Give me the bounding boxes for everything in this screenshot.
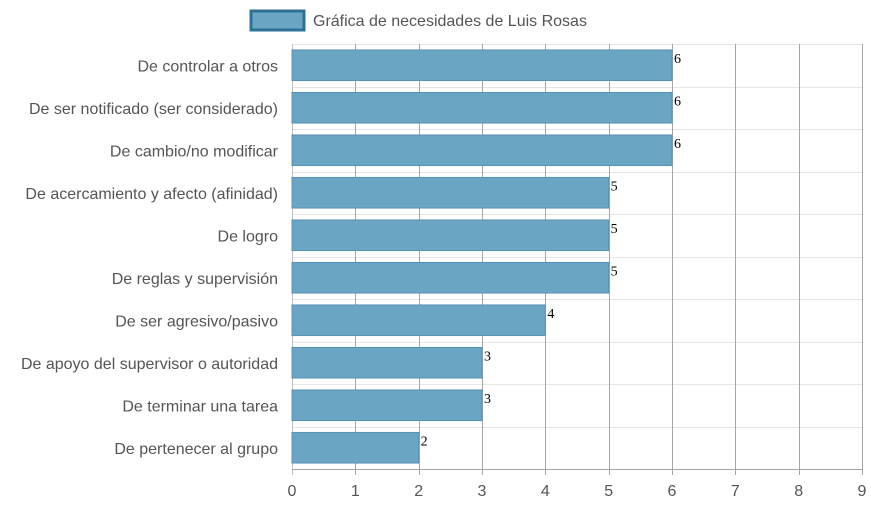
- category-label: De controlar a otros: [137, 58, 278, 75]
- bar: [291, 176, 610, 209]
- x-tick-label: 6: [668, 483, 677, 500]
- data-label: 6: [674, 94, 681, 109]
- bar: [291, 304, 546, 337]
- x-axis-ticks: 0 1 2 3 4 5 6 7 8 9: [288, 483, 867, 500]
- x-tick-label: 7: [731, 483, 740, 500]
- legend-series-name: Gráfica de necesidades de Luis Rosas: [313, 13, 587, 30]
- legend-swatch: [249, 9, 306, 32]
- x-tick-label: 3: [478, 483, 487, 500]
- category-label: De cambio/no modificar: [110, 143, 279, 160]
- data-label: 4: [547, 307, 554, 322]
- bar: [291, 346, 483, 379]
- bars: [291, 49, 673, 464]
- data-label: 6: [674, 52, 681, 67]
- bar: [291, 49, 673, 82]
- category-label: De terminar una tarea: [122, 398, 278, 415]
- category-label: De pertenecer al grupo: [114, 441, 278, 458]
- bar: [291, 134, 673, 167]
- data-label: 5: [611, 179, 618, 194]
- bar: [291, 219, 610, 252]
- bar: [291, 431, 420, 464]
- x-tick-label: 8: [794, 483, 803, 500]
- category-labels: De controlar a otros De ser notificado (s…: [21, 58, 279, 458]
- data-label: 5: [611, 264, 618, 279]
- category-label: De ser agresivo/pasivo: [115, 313, 278, 330]
- data-label: 3: [484, 392, 491, 407]
- category-label: De ser notificado (ser considerado): [29, 101, 278, 118]
- x-tick-label: 4: [541, 483, 550, 500]
- bar: [291, 389, 483, 422]
- data-labels: 6 6 6 5 5 5 4 3 3 2: [421, 52, 681, 450]
- category-label: De acercamiento y afecto (afinidad): [25, 186, 278, 203]
- legend: Gráfica de necesidades de Luis Rosas: [249, 9, 587, 32]
- category-label: De reglas y supervisión: [112, 271, 278, 288]
- data-label: 5: [611, 222, 618, 237]
- data-label: 3: [484, 349, 491, 364]
- category-label: De apoyo del supervisor o autoridad: [21, 356, 278, 373]
- bar: [291, 91, 673, 124]
- bar: [291, 261, 610, 294]
- x-tick-label: 5: [604, 483, 613, 500]
- data-label: 6: [674, 137, 681, 152]
- x-tick-label: 0: [288, 483, 297, 500]
- category-label: De logro: [218, 228, 279, 245]
- x-tick-label: 1: [351, 483, 360, 500]
- data-label: 2: [421, 434, 428, 449]
- x-tick-label: 2: [414, 483, 423, 500]
- x-tick-label: 9: [858, 483, 867, 500]
